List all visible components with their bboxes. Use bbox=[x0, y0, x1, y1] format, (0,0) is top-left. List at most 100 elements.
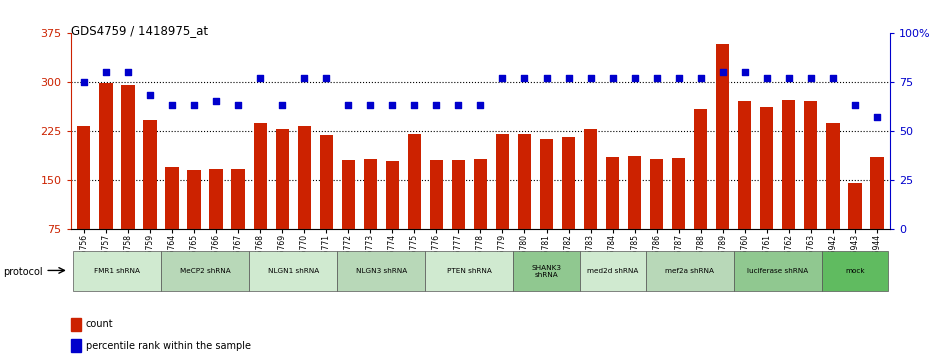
Point bbox=[848, 102, 863, 108]
Point bbox=[252, 75, 268, 81]
Bar bbox=[385, 162, 398, 278]
Point bbox=[297, 75, 312, 81]
Bar bbox=[739, 101, 752, 278]
Bar bbox=[161, 251, 249, 291]
Point bbox=[76, 79, 91, 85]
Point bbox=[693, 75, 708, 81]
Bar bbox=[606, 157, 619, 278]
Text: mock: mock bbox=[845, 268, 865, 274]
Point bbox=[407, 102, 422, 108]
Point bbox=[275, 102, 290, 108]
Bar bbox=[650, 159, 663, 278]
Point bbox=[208, 98, 223, 104]
Text: MeCP2 shRNA: MeCP2 shRNA bbox=[180, 268, 231, 274]
Bar bbox=[562, 137, 576, 278]
Text: mef2a shRNA: mef2a shRNA bbox=[665, 268, 714, 274]
Bar bbox=[584, 129, 597, 278]
Bar bbox=[275, 129, 289, 278]
Bar bbox=[579, 251, 645, 291]
Text: count: count bbox=[86, 319, 113, 330]
Point bbox=[539, 75, 554, 81]
Point bbox=[804, 75, 819, 81]
Text: NLGN1 shRNA: NLGN1 shRNA bbox=[268, 268, 318, 274]
Point bbox=[781, 75, 796, 81]
Bar bbox=[513, 251, 579, 291]
Point bbox=[142, 93, 157, 98]
Bar bbox=[71, 339, 81, 352]
Bar bbox=[253, 123, 267, 278]
Text: FMR1 shRNA: FMR1 shRNA bbox=[94, 268, 140, 274]
Text: NLGN3 shRNA: NLGN3 shRNA bbox=[356, 268, 407, 274]
Bar bbox=[430, 160, 443, 278]
Bar bbox=[826, 123, 839, 278]
Point bbox=[384, 102, 399, 108]
Point bbox=[451, 102, 466, 108]
Point bbox=[738, 69, 753, 75]
Point bbox=[671, 75, 686, 81]
Point bbox=[98, 69, 113, 75]
Bar bbox=[77, 126, 90, 278]
Bar bbox=[99, 83, 112, 278]
Bar bbox=[452, 160, 465, 278]
Bar bbox=[249, 251, 337, 291]
Point bbox=[429, 102, 444, 108]
Text: med2d shRNA: med2d shRNA bbox=[587, 268, 639, 274]
Bar bbox=[426, 251, 513, 291]
Bar bbox=[804, 101, 818, 278]
Bar bbox=[408, 134, 421, 278]
Bar bbox=[187, 170, 201, 278]
Point bbox=[318, 75, 333, 81]
Bar bbox=[474, 159, 487, 278]
Text: protocol: protocol bbox=[3, 266, 42, 277]
Bar bbox=[143, 119, 156, 278]
Bar bbox=[694, 109, 707, 278]
Bar bbox=[71, 318, 81, 331]
Point bbox=[649, 75, 664, 81]
Bar bbox=[337, 251, 426, 291]
Point bbox=[583, 75, 598, 81]
Point bbox=[561, 75, 577, 81]
Point bbox=[869, 114, 885, 120]
Bar bbox=[209, 168, 222, 278]
Point bbox=[715, 69, 730, 75]
Bar bbox=[849, 183, 862, 278]
Text: luciferase shRNA: luciferase shRNA bbox=[747, 268, 808, 274]
Point bbox=[187, 102, 202, 108]
Bar bbox=[782, 100, 795, 278]
Point bbox=[473, 102, 488, 108]
Bar bbox=[821, 251, 888, 291]
Point bbox=[759, 75, 774, 81]
Bar bbox=[166, 167, 179, 278]
Point bbox=[121, 69, 136, 75]
Bar bbox=[645, 251, 734, 291]
Bar bbox=[319, 135, 333, 278]
Point bbox=[341, 102, 356, 108]
Text: PTEN shRNA: PTEN shRNA bbox=[447, 268, 492, 274]
Text: percentile rank within the sample: percentile rank within the sample bbox=[86, 341, 251, 351]
Point bbox=[517, 75, 532, 81]
Bar bbox=[518, 134, 531, 278]
Point bbox=[231, 102, 246, 108]
Point bbox=[825, 75, 840, 81]
Bar bbox=[495, 134, 509, 278]
Bar bbox=[364, 159, 377, 278]
Bar bbox=[672, 158, 685, 278]
Bar bbox=[298, 126, 311, 278]
Bar bbox=[870, 157, 884, 278]
Point bbox=[495, 75, 510, 81]
Bar bbox=[540, 139, 553, 278]
Text: SHANK3
shRNA: SHANK3 shRNA bbox=[531, 265, 561, 278]
Bar bbox=[73, 251, 161, 291]
Bar bbox=[122, 85, 135, 278]
Point bbox=[363, 102, 378, 108]
Text: GDS4759 / 1418975_at: GDS4759 / 1418975_at bbox=[71, 24, 208, 37]
Bar bbox=[716, 44, 729, 278]
Bar bbox=[760, 106, 773, 278]
Bar bbox=[628, 155, 642, 278]
Point bbox=[627, 75, 642, 81]
Point bbox=[605, 75, 620, 81]
Bar bbox=[232, 169, 245, 278]
Bar bbox=[734, 251, 821, 291]
Point bbox=[165, 102, 180, 108]
Bar bbox=[342, 160, 355, 278]
